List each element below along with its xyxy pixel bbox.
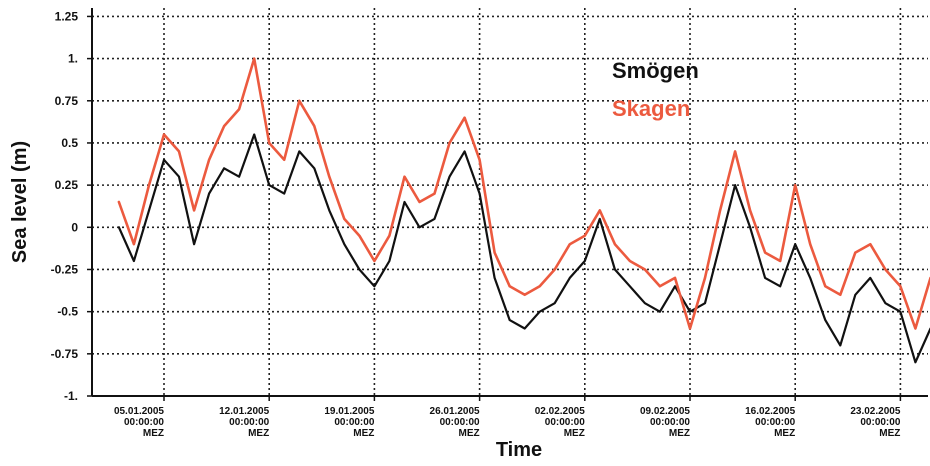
x-tick-label: 00:00:00 [755, 417, 795, 428]
legend-entry-skagen: Skagen [612, 96, 690, 121]
x-tick-label: 26.01.2005 [430, 406, 480, 417]
x-tick-label: MEZ [774, 428, 795, 439]
x-tick-label: 23.02.2005 [850, 406, 900, 417]
y-tick-label: 1. [68, 52, 78, 66]
y-tick-label: 0 [71, 220, 78, 234]
x-tick-label: 19.01.2005 [324, 406, 374, 417]
x-tick-label: 00:00:00 [860, 417, 900, 428]
x-tick-label: 00:00:00 [545, 417, 585, 428]
x-tick-label: MEZ [143, 428, 164, 439]
x-tick-label: 12.01.2005 [219, 406, 269, 417]
x-tick-label: 00:00:00 [124, 417, 164, 428]
y-tick-label: 0.5 [61, 136, 78, 150]
y-tick-label: 0.25 [55, 178, 79, 192]
series-line-smogen [117, 133, 930, 364]
x-tick-label: 00:00:00 [229, 417, 269, 428]
x-tick-label: MEZ [879, 428, 900, 439]
x-tick-label: MEZ [353, 428, 374, 439]
x-tick-label: 00:00:00 [334, 417, 374, 428]
x-tick-label: 05.01.2005 [114, 406, 164, 417]
x-tick-label: 00:00:00 [650, 417, 690, 428]
y-tick-label: 1.25 [55, 9, 79, 23]
y-tick-label: 0.75 [55, 94, 79, 108]
x-tick-labels: 05.01.200500:00:00MEZ12.01.200500:00:00M… [114, 406, 901, 439]
x-tick-label: 16.02.2005 [745, 406, 795, 417]
x-tick-label: 00:00:00 [440, 417, 480, 428]
x-tick-label: 02.02.2005 [535, 406, 585, 417]
y-tick-label: -0.75 [51, 347, 79, 361]
series-line-skagen [117, 57, 930, 330]
y-tick-label: -0.25 [51, 262, 79, 276]
y-axis-title: Sea level (m) [9, 141, 31, 263]
legend-entry-smogen: Smögen [612, 58, 699, 83]
x-tick-label: MEZ [248, 428, 269, 439]
x-tick-label: 09.02.2005 [640, 406, 690, 417]
y-tick-label: -0.5 [57, 305, 78, 319]
y-tick-label: -1. [64, 389, 78, 403]
series-group [117, 57, 930, 364]
x-tick-label: MEZ [564, 428, 585, 439]
legend: Smögen Skagen [612, 58, 699, 121]
gridlines [87, 8, 928, 401]
x-axis-title: Time [496, 439, 542, 461]
y-tick-labels: -1. -0.75 -0.5 -0.25 0 0.25 0.5 0.75 1. 1.25 [51, 9, 79, 403]
axes [91, 8, 928, 397]
x-tick-label: MEZ [669, 428, 690, 439]
x-tick-label: MEZ [458, 428, 479, 439]
